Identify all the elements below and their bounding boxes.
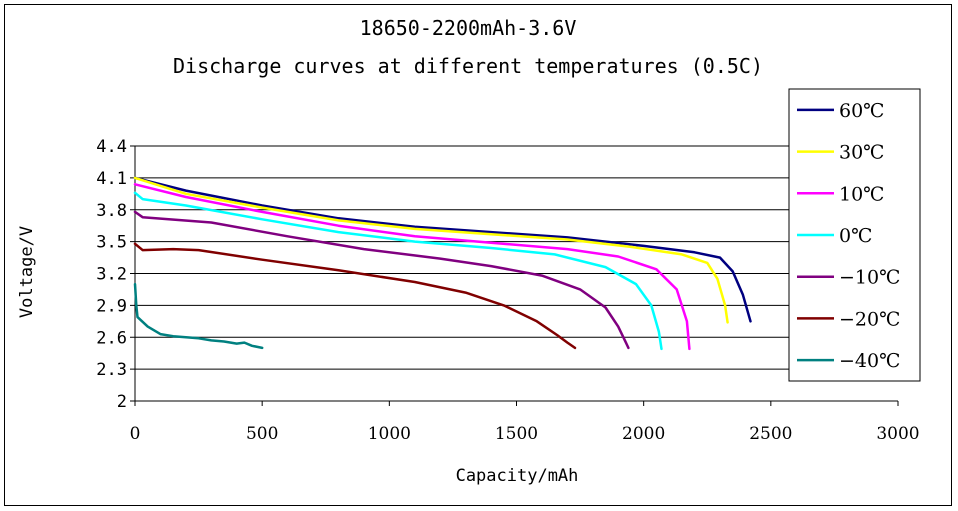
y-tick-label: 4.1 bbox=[96, 169, 127, 189]
y-tick-labels: 2 2.3 2.6 2.9 3.2 3.5 3.8 4.1 4.4 bbox=[96, 137, 127, 412]
x-tick-label: 1500 bbox=[495, 424, 538, 444]
chart-frame: 18650-2200mAh-3.6V Discharge curves at d… bbox=[4, 4, 952, 506]
x-tick-label: 2500 bbox=[749, 424, 792, 444]
x-tick-label: 0 bbox=[130, 424, 141, 444]
chart-title: 18650-2200mAh-3.6V bbox=[360, 16, 577, 40]
y-tick-label: 2.9 bbox=[96, 296, 127, 316]
legend-label: −10℃ bbox=[839, 267, 900, 289]
legend: 60℃ 30℃ 10℃ 0℃ −10℃ −20℃ −40℃ bbox=[788, 88, 921, 382]
gridlines bbox=[135, 145, 898, 370]
series-line bbox=[133, 191, 663, 351]
chart-svg: 18650-2200mAh-3.6V Discharge curves at d… bbox=[17, 16, 921, 486]
y-tick-label: 3.8 bbox=[96, 201, 127, 221]
series-line bbox=[133, 183, 691, 351]
axes bbox=[130, 145, 899, 406]
y-axis-label: Voltage/V bbox=[17, 226, 37, 318]
chart-subtitle: Discharge curves at different temperatur… bbox=[173, 54, 763, 78]
legend-label: −20℃ bbox=[839, 308, 900, 330]
x-tick-labels: 0 500 1000 1500 2000 2500 3000 bbox=[130, 424, 920, 444]
y-tick-label: 4.4 bbox=[96, 137, 127, 157]
series-line bbox=[133, 210, 630, 350]
x-axis-label: Capacity/mAh bbox=[456, 466, 579, 486]
series-line bbox=[133, 176, 729, 324]
x-tick-label: 2000 bbox=[622, 424, 665, 444]
series-lines bbox=[133, 176, 752, 351]
x-tick-label: 1000 bbox=[368, 424, 411, 444]
y-tick-label: 2.6 bbox=[96, 328, 127, 348]
y-tick-label: 2.3 bbox=[96, 360, 127, 380]
legend-label: 10℃ bbox=[839, 183, 884, 205]
series-line bbox=[133, 242, 577, 350]
x-tick-label: 3000 bbox=[876, 424, 919, 444]
y-tick-label: 3.2 bbox=[96, 265, 127, 285]
legend-label: 60℃ bbox=[839, 100, 884, 122]
y-tick-label: 2 bbox=[117, 392, 127, 412]
series-line bbox=[133, 176, 752, 323]
y-tick-label: 3.5 bbox=[96, 233, 127, 253]
x-tick-label: 500 bbox=[246, 424, 278, 444]
legend-label: 30℃ bbox=[839, 142, 884, 164]
legend-label: −40℃ bbox=[839, 350, 900, 372]
legend-label: 0℃ bbox=[839, 225, 872, 247]
series-line bbox=[133, 282, 264, 350]
